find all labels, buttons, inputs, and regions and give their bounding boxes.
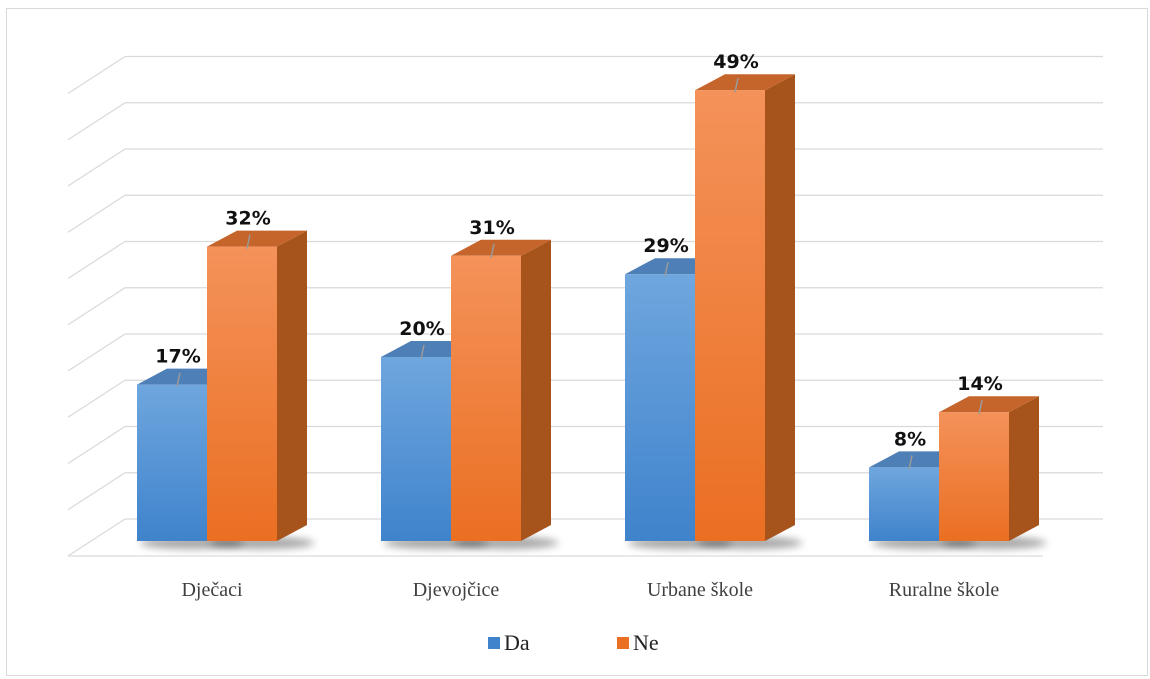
bar-front bbox=[207, 246, 277, 541]
label-leader bbox=[490, 243, 495, 258]
bar-ne-1 bbox=[207, 230, 315, 549]
bar-front bbox=[625, 274, 695, 541]
bar-top bbox=[451, 239, 551, 256]
data-label: 8% bbox=[894, 428, 926, 450]
bar-front bbox=[381, 357, 451, 541]
category-label: Ruralne škole bbox=[889, 579, 1000, 601]
gridline-side bbox=[67, 518, 126, 557]
data-label: 14% bbox=[957, 373, 1002, 395]
data-label: 29% bbox=[643, 235, 688, 257]
gridline-side bbox=[67, 333, 126, 372]
gridline-side bbox=[67, 472, 126, 511]
legend-item-ne: Ne bbox=[617, 630, 659, 655]
bar-side bbox=[277, 230, 307, 541]
label-leader bbox=[978, 400, 983, 415]
gridline-side bbox=[67, 425, 126, 465]
bar-front bbox=[695, 90, 765, 541]
gridline-side bbox=[67, 55, 126, 95]
bar-side bbox=[1009, 396, 1039, 541]
data-label: 17% bbox=[155, 346, 200, 368]
bars bbox=[137, 74, 1047, 549]
label-leader bbox=[176, 372, 181, 387]
data-labels: 17% 32% 20% 31% 29% 49% 8% 14% bbox=[155, 51, 1003, 470]
label-leader bbox=[734, 78, 739, 93]
category-label: Djevojčice bbox=[413, 579, 500, 601]
gridline-side bbox=[67, 194, 126, 233]
bar-front bbox=[939, 412, 1009, 541]
gridline-side bbox=[67, 379, 126, 418]
bar-front bbox=[137, 384, 207, 541]
bar-front bbox=[869, 467, 939, 541]
legend: Da Ne bbox=[488, 630, 659, 655]
bar-ne-2 bbox=[451, 239, 559, 549]
chart-frame bbox=[6, 8, 1148, 676]
data-label: 31% bbox=[469, 217, 514, 239]
bar-top bbox=[695, 74, 795, 91]
bar-ne-3 bbox=[695, 74, 803, 549]
bar-side bbox=[765, 74, 795, 541]
legend-swatch bbox=[488, 637, 500, 649]
data-label: 20% bbox=[399, 318, 444, 340]
label-leader bbox=[420, 344, 425, 360]
gridline-side bbox=[67, 102, 126, 141]
gridline-side bbox=[67, 240, 126, 280]
legend-label: Ne bbox=[633, 630, 659, 655]
category-label: Dječaci bbox=[181, 579, 243, 601]
label-leader bbox=[908, 455, 913, 470]
bar-top bbox=[207, 230, 307, 247]
gridline-side bbox=[67, 287, 126, 326]
label-leader bbox=[664, 262, 669, 277]
category-label: Urbane škole bbox=[647, 579, 753, 601]
data-label: 49% bbox=[713, 51, 758, 73]
gridline-side bbox=[67, 148, 126, 187]
legend-label: Da bbox=[504, 630, 530, 655]
bar-front bbox=[451, 255, 521, 542]
label-leader bbox=[246, 234, 251, 249]
bar-top bbox=[939, 396, 1039, 413]
category-labels: Dječaci Djevojčice Urbane škole Ruralne ško… bbox=[181, 579, 999, 601]
legend-item-da: Da bbox=[488, 630, 530, 655]
bar-ne-4 bbox=[939, 396, 1047, 549]
bar-side bbox=[521, 239, 551, 542]
legend-swatch bbox=[617, 637, 629, 649]
data-label: 32% bbox=[225, 208, 270, 230]
